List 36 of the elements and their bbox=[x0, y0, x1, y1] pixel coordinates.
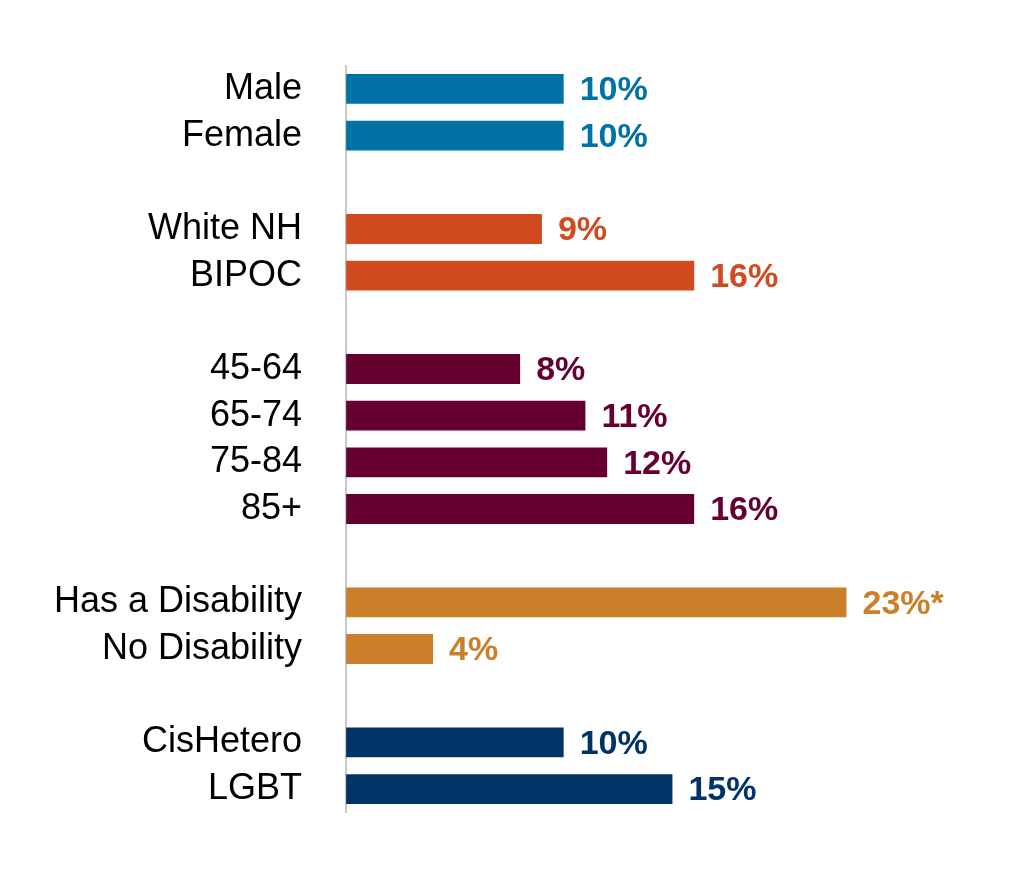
y-tick-label: No Disability bbox=[102, 625, 303, 667]
bar bbox=[346, 727, 564, 758]
data-label: 8% bbox=[536, 349, 586, 388]
data-label: 9% bbox=[557, 209, 608, 248]
bar bbox=[346, 587, 847, 618]
data-label: 10% bbox=[579, 69, 648, 108]
y-tick-label: CisHetero bbox=[142, 719, 303, 761]
bar bbox=[346, 447, 608, 478]
bar bbox=[346, 260, 695, 291]
bar bbox=[346, 214, 542, 244]
bar bbox=[346, 354, 521, 384]
y-tick-label: BIPOC bbox=[190, 252, 303, 294]
y-tick-label: 75-84 bbox=[210, 439, 303, 481]
bar bbox=[346, 494, 695, 524]
data-label: 4% bbox=[449, 629, 499, 668]
bar bbox=[346, 120, 564, 151]
y-tick-label: White NH bbox=[148, 205, 303, 247]
y-tick-label: LGBT bbox=[208, 765, 303, 807]
data-label: 15% bbox=[688, 769, 757, 808]
data-label: 16% bbox=[710, 256, 779, 295]
y-tick-label: 65-74 bbox=[210, 392, 303, 434]
data-label: 10% bbox=[579, 722, 648, 761]
bar bbox=[346, 400, 586, 431]
y-tick-label: 85+ bbox=[241, 485, 303, 527]
y-tick-label: Has a Disability bbox=[53, 579, 303, 621]
y-tick-label: Male bbox=[224, 65, 303, 107]
bar bbox=[346, 634, 434, 664]
data-label: 10% bbox=[579, 115, 648, 154]
data-label: 16% bbox=[710, 489, 779, 528]
bar bbox=[346, 774, 673, 804]
bar bbox=[346, 74, 564, 104]
data-label: 11% bbox=[601, 396, 668, 435]
y-tick-label: 45-64 bbox=[210, 345, 303, 387]
data-label: 12% bbox=[623, 442, 692, 481]
y-tick-label: Female bbox=[182, 112, 303, 154]
data-label: 23%* bbox=[862, 582, 945, 621]
